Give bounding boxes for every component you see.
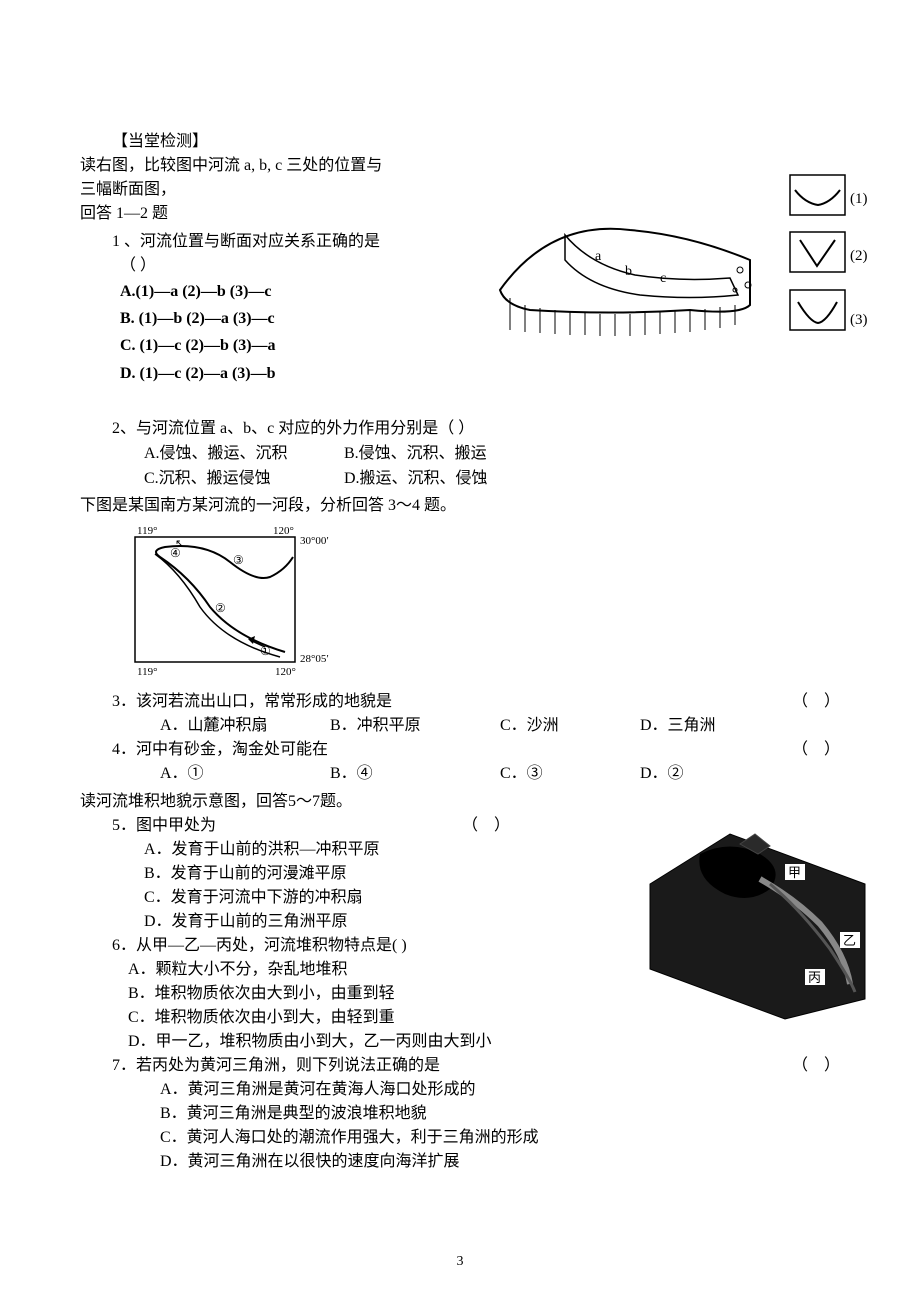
question-2-stem: 2、与河流位置 a、b、c 对应的外力作用分别是（ ） — [80, 417, 840, 441]
figure-river-sections: a b c (1) (2) (3) — [490, 170, 870, 370]
svg-text:30°00′: 30°00′ — [300, 535, 329, 547]
page-number: 3 — [457, 1251, 464, 1272]
q4-option-a: A．① — [160, 762, 330, 786]
question-3-options: A．山麓冲积扇 B．冲积平原 C．沙洲 D．三角洲 — [80, 714, 840, 738]
svg-text:③: ③ — [233, 553, 244, 567]
question-3-stem: 3．该河若流出山口，常常形成的地貌是 — [80, 690, 392, 714]
svg-text:120°: 120° — [273, 525, 294, 537]
q1-option-b: B. (1)—b (2)—a (3)—c — [120, 305, 400, 332]
q2-option-c: C.沉积、搬运侵蚀 — [144, 466, 344, 492]
q4-option-c: C．③ — [500, 762, 640, 786]
question-5-7-block: 5．图中甲处为 （ ） A．发育于山前的洪积—冲积平原 B．发育于山前的河漫滩平… — [80, 814, 840, 1054]
svg-text:a: a — [595, 249, 602, 264]
svg-text:①: ① — [260, 644, 271, 658]
section-title: 【当堂检测】 — [80, 130, 840, 154]
question-4-row: 4．河中有砂金，淘金处可能在 （ ） — [80, 738, 840, 762]
q2-option-a: A.侵蚀、搬运、沉积 — [144, 441, 344, 467]
question-1-block: 1 、河流位置与断面对应关系正确的是 （ ） A.(1)—a (2)—b (3)… — [80, 230, 840, 387]
question-1-stem: 1 、河流位置与断面对应关系正确的是 — [80, 230, 400, 254]
q3-option-d: D．三角洲 — [640, 714, 780, 738]
figure-deposition-landform: 甲 乙 丙 — [640, 824, 870, 1024]
question-5-stem: 5．图中甲处为 — [80, 814, 216, 838]
question-5-paren: （ ） — [462, 814, 510, 838]
question-7-options: A．黄河三角洲是黄河在黄海人海口处形成的 B．黄河三角洲是典型的波浪堆积地貌 C… — [80, 1078, 840, 1174]
q2-option-b: B.侵蚀、沉积、搬运 — [344, 441, 487, 467]
question-7-paren: （ ） — [792, 1054, 840, 1078]
question-1-text: 1 、河流位置与断面对应关系正确的是 （ ） A.(1)—a (2)—b (3)… — [80, 230, 400, 387]
question-4-paren: （ ） — [792, 738, 840, 762]
q6-option-d: D．甲一乙，堆积物质由小到大，乙一丙则由大到小 — [128, 1030, 840, 1054]
q4-option-d: D．② — [640, 762, 780, 786]
svg-text:②: ② — [215, 601, 226, 615]
question-1-paren: （ ） — [80, 254, 400, 278]
svg-text:甲: 甲 — [788, 865, 801, 880]
svg-text:119°: 119° — [137, 666, 158, 678]
svg-text:(2): (2) — [850, 248, 868, 264]
q1-option-c: C. (1)—c (2)—b (3)—a — [120, 332, 400, 359]
svg-text:↖: ↖ — [175, 538, 184, 550]
svg-text:119°: 119° — [137, 525, 158, 537]
question-3-paren: （ ） — [792, 690, 840, 714]
q7-option-b: B．黄河三角洲是典型的波浪堆积地貌 — [160, 1102, 840, 1126]
q4-option-b: B．④ — [330, 762, 500, 786]
question-4-options: A．① B．④ C．③ D．② — [80, 762, 840, 786]
q7-option-d: D．黄河三角洲在以很快的速度向海洋扩展 — [160, 1150, 840, 1174]
svg-text:丙: 丙 — [808, 970, 821, 985]
question-4-stem: 4．河中有砂金，淘金处可能在 — [80, 738, 328, 762]
question-1-options: A.(1)—a (2)—b (3)—c B. (1)—b (2)—a (3)—c… — [80, 278, 400, 387]
q2-option-d: D.搬运、沉积、侵蚀 — [344, 466, 488, 492]
figure-river-bend: ① ② ③ ④ ↖ 119° 120° 119° 120° 30°00′ 28°… — [115, 522, 345, 682]
svg-text:(1): (1) — [850, 191, 868, 207]
svg-text:b: b — [625, 264, 632, 279]
q3-option-b: B．冲积平原 — [330, 714, 500, 738]
svg-text:c: c — [660, 271, 666, 286]
svg-text:(3): (3) — [850, 312, 868, 328]
q5-7-intro: 读河流堆积地貌示意图，回答5～7题。 — [80, 790, 840, 814]
question-7-stem: 7．若丙处为黄河三角洲，则下列说法正确的是 — [80, 1054, 440, 1078]
q7-option-c: C．黄河人海口处的潮流作用强大，利于三角洲的形成 — [160, 1126, 840, 1150]
svg-text:120°: 120° — [275, 666, 296, 678]
q1-option-d: D. (1)—c (2)—a (3)—b — [120, 360, 400, 387]
question-7-row: 7．若丙处为黄河三角洲，则下列说法正确的是 （ ） — [80, 1054, 840, 1078]
q3-4-intro: 下图是某国南方某河流的一河段，分析回答 3～4 题。 — [80, 494, 840, 518]
q3-option-c: C．沙洲 — [500, 714, 640, 738]
q1-option-a: A.(1)—a (2)—b (3)—c — [120, 278, 400, 305]
q7-option-a: A．黄河三角洲是黄河在黄海人海口处形成的 — [160, 1078, 840, 1102]
q3-option-a: A．山麓冲积扇 — [160, 714, 330, 738]
question-2-options: A.侵蚀、搬运、沉积 B.侵蚀、沉积、搬运 C.沉积、搬运侵蚀 D.搬运、沉积、… — [80, 441, 840, 492]
svg-text:乙: 乙 — [843, 933, 856, 948]
question-3-row: 3．该河若流出山口，常常形成的地貌是 （ ） — [80, 690, 840, 714]
svg-text:28°05′: 28°05′ — [300, 653, 329, 665]
